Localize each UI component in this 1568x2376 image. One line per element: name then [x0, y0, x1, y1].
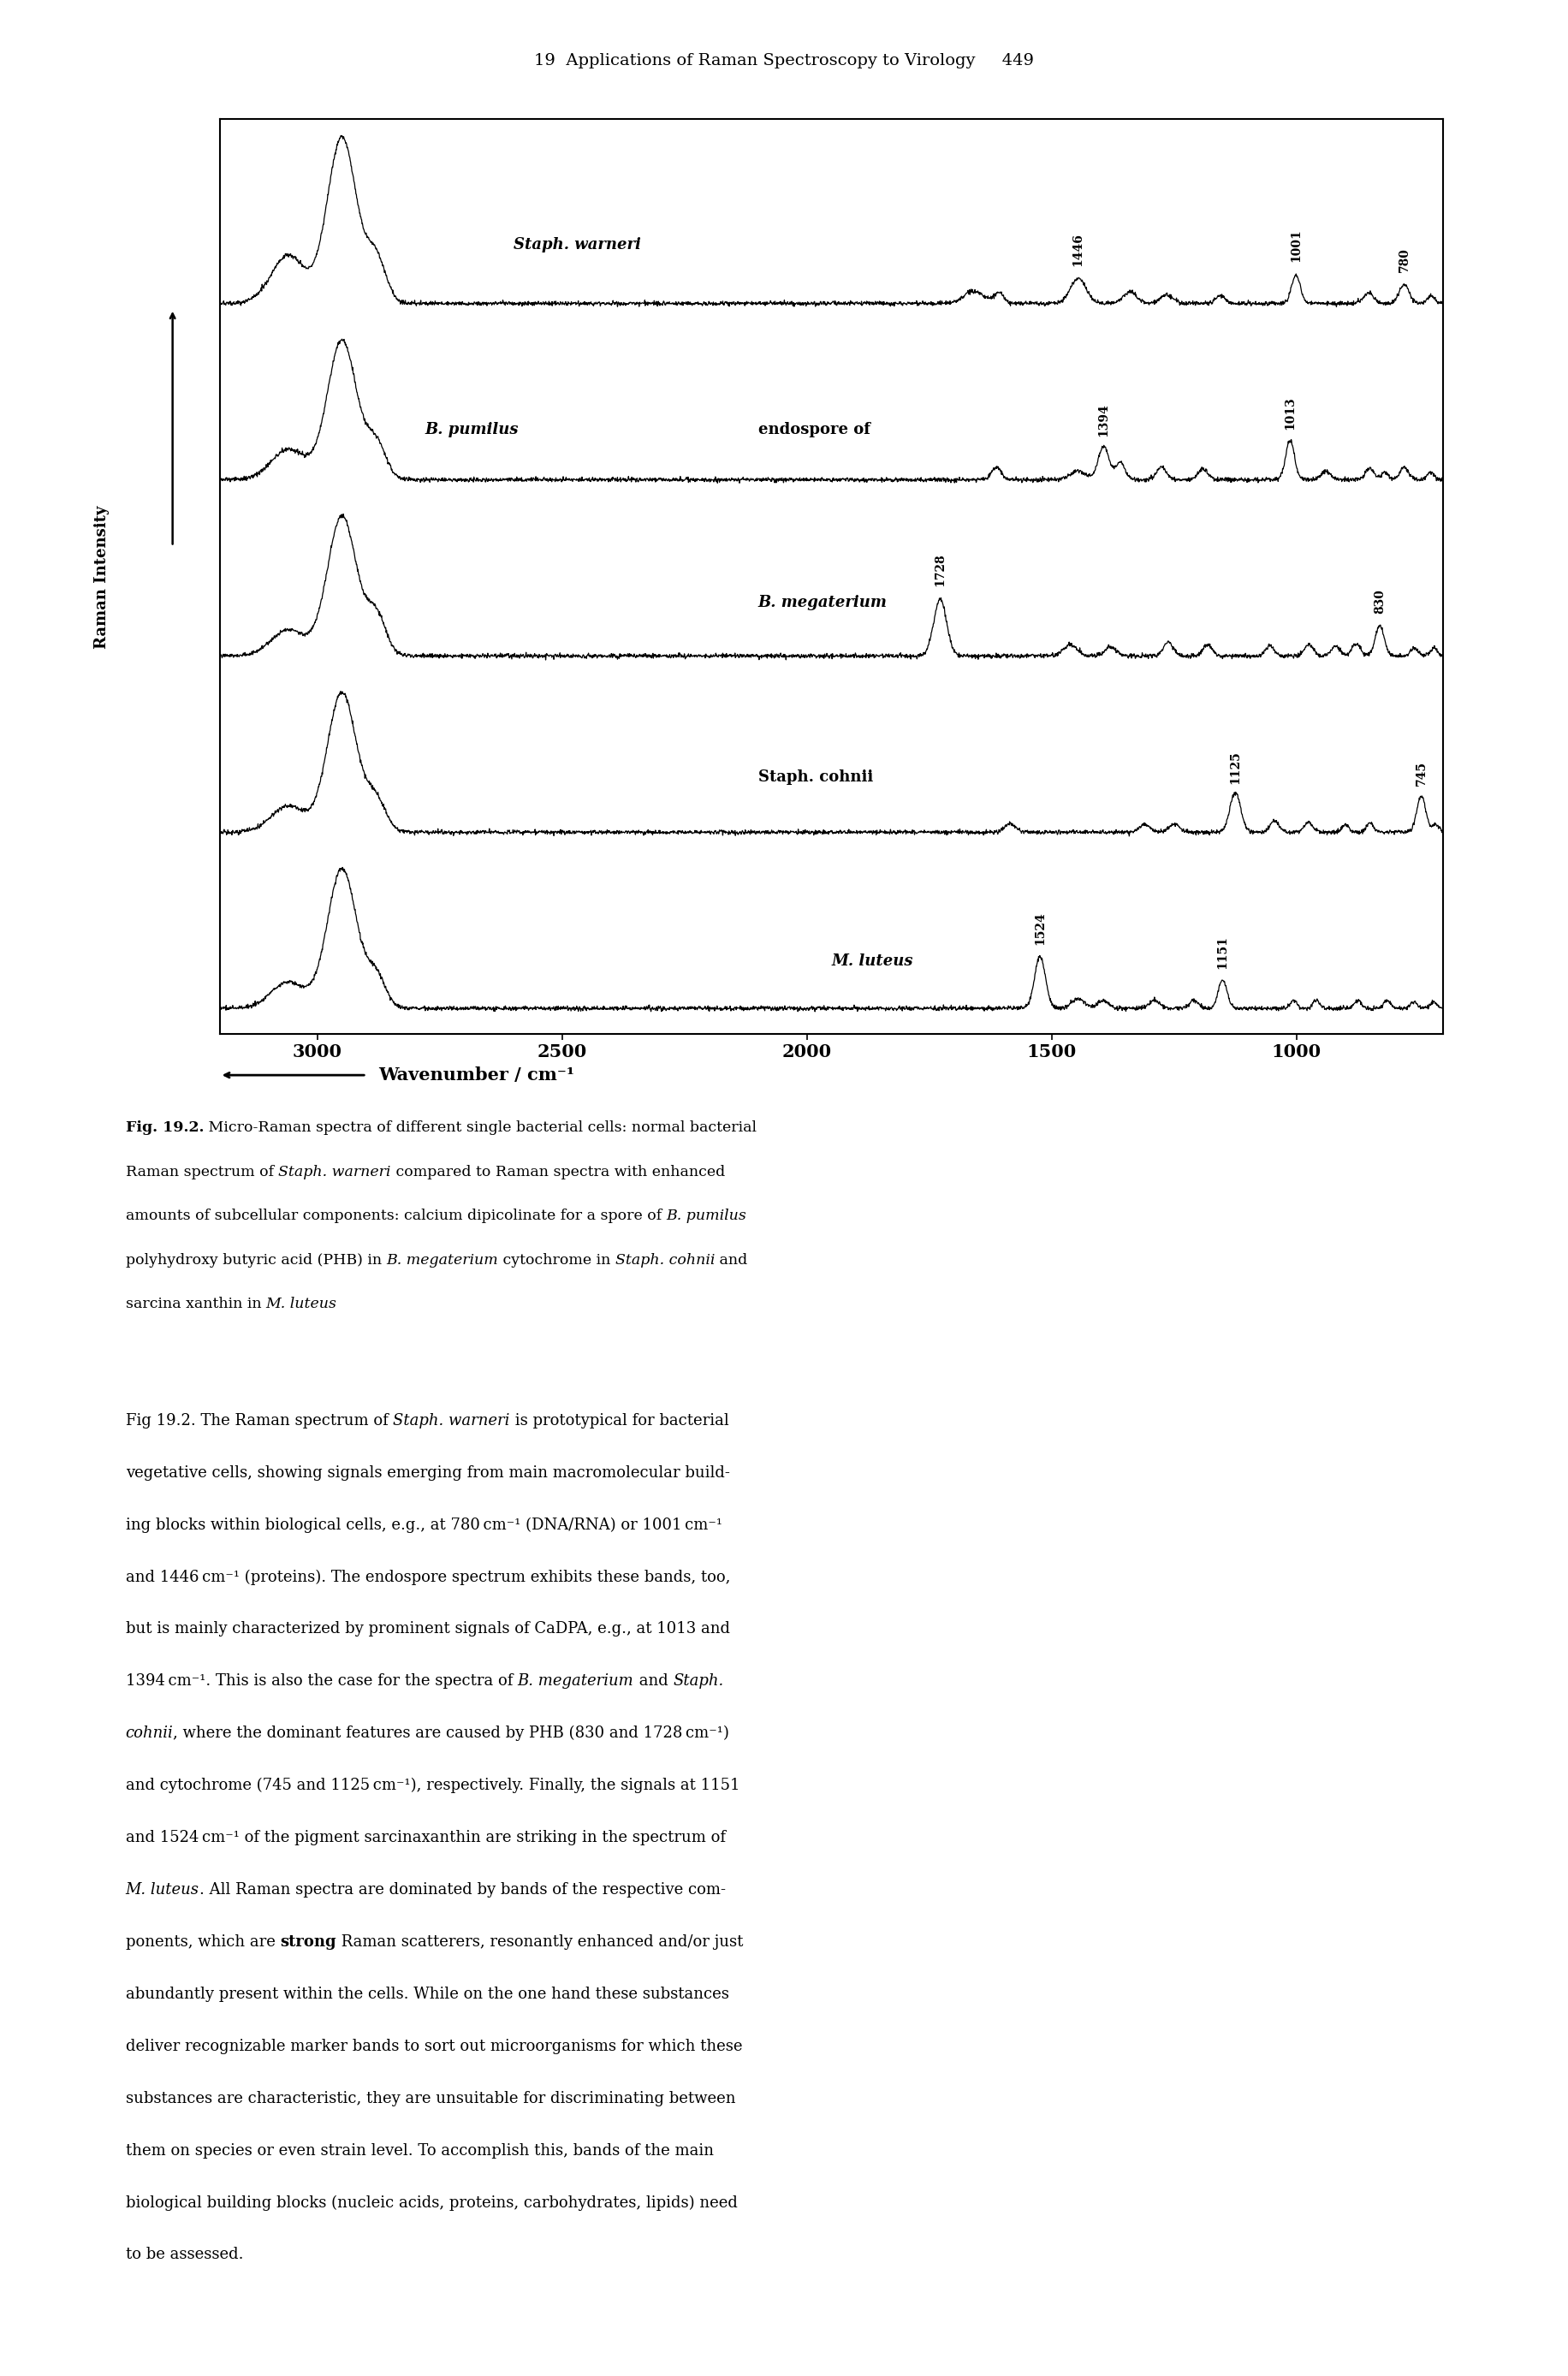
Text: deliver recognizable marker bands to sort out microorganisms for which these: deliver recognizable marker bands to sor… — [125, 2039, 742, 2053]
Text: compared to Raman spectra with enhanced: compared to Raman spectra with enhanced — [390, 1164, 724, 1178]
Text: cytochrome in: cytochrome in — [499, 1252, 615, 1266]
Text: 830: 830 — [1374, 589, 1385, 613]
Text: and: and — [633, 1673, 673, 1689]
Text: Fig 19.2. The Raman spectrum of: Fig 19.2. The Raman spectrum of — [125, 1414, 392, 1428]
Text: Staph. cohnii: Staph. cohnii — [757, 770, 872, 784]
Text: 780: 780 — [1397, 247, 1410, 273]
Text: B. pumilus: B. pumilus — [425, 421, 519, 437]
Text: B. megaterium: B. megaterium — [386, 1252, 499, 1266]
Text: and 1446 cm⁻¹ (proteins). The endospore spectrum exhibits these bands, too,: and 1446 cm⁻¹ (proteins). The endospore … — [125, 1568, 729, 1585]
Text: M. luteus: M. luteus — [267, 1297, 337, 1312]
Text: Staph. cohnii: Staph. cohnii — [615, 1252, 715, 1266]
Text: B. pumilus: B. pumilus — [666, 1209, 746, 1224]
Text: substances are characteristic, they are unsuitable for discriminating between: substances are characteristic, they are … — [125, 2091, 735, 2105]
Text: but is mainly characterized by prominent signals of CaDPA, e.g., at 1013 and: but is mainly characterized by prominent… — [125, 1620, 729, 1637]
Text: 1394: 1394 — [1098, 404, 1109, 437]
Text: M. luteus: M. luteus — [125, 1882, 199, 1898]
Text: . All Raman spectra are dominated by bands of the respective com-: . All Raman spectra are dominated by ban… — [199, 1882, 724, 1898]
Text: cohnii: cohnii — [125, 1725, 172, 1742]
Text: ing blocks within biological cells, e.g., at 780 cm⁻¹ (DNA/RNA) or 1001 cm⁻¹: ing blocks within biological cells, e.g.… — [125, 1518, 721, 1533]
Text: Staph.: Staph. — [673, 1673, 723, 1689]
Text: 1446: 1446 — [1071, 233, 1083, 266]
Text: Raman scatterers, resonantly enhanced and/or just: Raman scatterers, resonantly enhanced an… — [336, 1934, 743, 1951]
Text: Fig. 19.2.: Fig. 19.2. — [125, 1121, 204, 1136]
Text: M. luteus: M. luteus — [831, 953, 913, 969]
Text: endospore of: endospore of — [757, 421, 875, 437]
Text: Staph. warneri: Staph. warneri — [278, 1164, 390, 1178]
Text: Wavenumber / cm⁻¹: Wavenumber / cm⁻¹ — [378, 1067, 574, 1083]
Text: 1001: 1001 — [1289, 228, 1301, 261]
Text: 745: 745 — [1414, 760, 1427, 786]
Text: biological building blocks (nucleic acids, proteins, carbohydrates, lipids) need: biological building blocks (nucleic acid… — [125, 2195, 737, 2210]
Text: B. megaterium: B. megaterium — [757, 594, 887, 611]
Text: Raman Intensity: Raman Intensity — [94, 506, 110, 649]
Text: 1013: 1013 — [1284, 397, 1295, 430]
Text: to be assessed.: to be assessed. — [125, 2248, 243, 2262]
Text: abundantly present within the cells. While on the one hand these substances: abundantly present within the cells. Whi… — [125, 1986, 729, 2003]
Text: 1151: 1151 — [1215, 936, 1228, 969]
Text: Raman spectrum of: Raman spectrum of — [125, 1164, 278, 1178]
Text: Micro-Raman spectra of different single bacterial cells: normal bacterial: Micro-Raman spectra of different single … — [204, 1121, 756, 1136]
Text: and: and — [715, 1252, 748, 1266]
Text: , where the dominant features are caused by PHB (830 and 1728 cm⁻¹): , where the dominant features are caused… — [172, 1725, 729, 1742]
Text: strong: strong — [281, 1934, 336, 1951]
Text: 1394 cm⁻¹. This is also the case for the spectra of: 1394 cm⁻¹. This is also the case for the… — [125, 1673, 517, 1689]
Text: 1125: 1125 — [1229, 751, 1240, 784]
Text: ponents, which are: ponents, which are — [125, 1934, 281, 1951]
Text: 1728: 1728 — [933, 554, 946, 587]
Text: Staph. warneri: Staph. warneri — [392, 1414, 510, 1428]
Text: is prototypical for bacterial: is prototypical for bacterial — [510, 1414, 728, 1428]
Text: them on species or even strain level. To accomplish this, bands of the main: them on species or even strain level. To… — [125, 2143, 713, 2157]
Text: Staph. warneri: Staph. warneri — [513, 238, 640, 252]
Text: polyhydroxy butyric acid (PHB) in: polyhydroxy butyric acid (PHB) in — [125, 1252, 386, 1266]
Text: and cytochrome (745 and 1125 cm⁻¹), respectively. Finally, the signals at 1151: and cytochrome (745 and 1125 cm⁻¹), resp… — [125, 1777, 739, 1794]
Text: 1524: 1524 — [1033, 912, 1046, 946]
Text: 19  Applications of Raman Spectroscopy to Virology     449: 19 Applications of Raman Spectroscopy to… — [535, 55, 1033, 69]
Text: B. megaterium: B. megaterium — [517, 1673, 633, 1689]
Text: amounts of subcellular components: calcium dipicolinate for a spore of: amounts of subcellular components: calci… — [125, 1209, 666, 1224]
Text: sarcina xanthin in: sarcina xanthin in — [125, 1297, 267, 1312]
Text: and 1524 cm⁻¹ of the pigment sarcinaxanthin are striking in the spectrum of: and 1524 cm⁻¹ of the pigment sarcinaxant… — [125, 1830, 724, 1846]
Text: vegetative cells, showing signals emerging from main macromolecular build-: vegetative cells, showing signals emergi… — [125, 1466, 729, 1480]
